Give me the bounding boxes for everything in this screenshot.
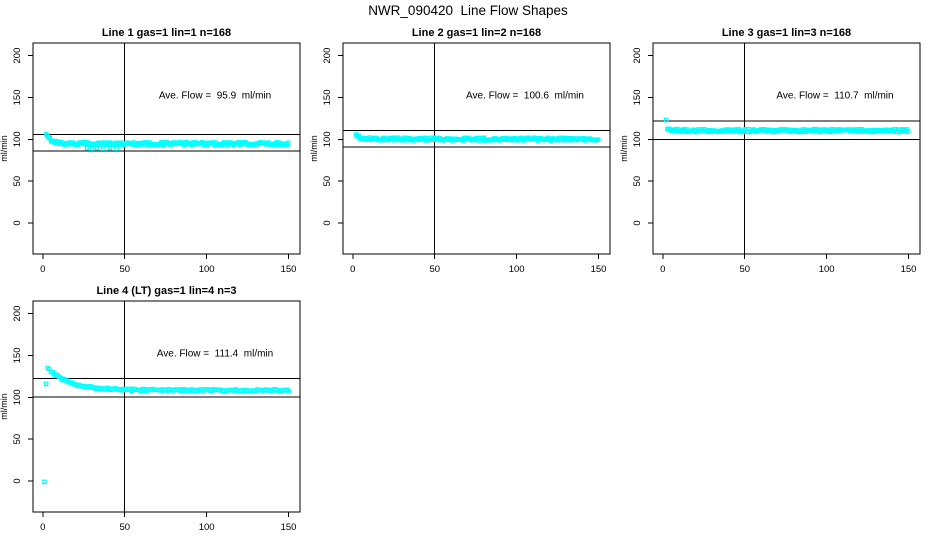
ave-flow-annotation-line-1: Ave. Flow = 95.9 ml/min xyxy=(158,90,272,102)
ave-flow-annotation-line-3: Ave. Flow = 110.7 ml/min xyxy=(776,90,894,102)
plot-box xyxy=(652,42,921,255)
y-tick-label: 150 xyxy=(12,347,23,363)
x-tick-label: 100 xyxy=(509,264,525,275)
data-point xyxy=(89,146,95,151)
plot-line-1: 0 50 100 150 0 50 100 150 200 ml/min xyxy=(0,42,301,275)
panel-line-2: Line 2 gas=1 lin=2 n=168 0 50 100 150 0 50 100… xyxy=(310,27,622,285)
y-tick-label: 200 xyxy=(12,48,23,64)
panel-line-4: Line 4 (LT) gas=1 lin=4 n=3 0 50 100 150 0 50… xyxy=(0,285,312,543)
y-tick-label: 150 xyxy=(322,89,333,105)
y-axis-label: ml/min xyxy=(620,135,629,162)
y-tick-label: 100 xyxy=(12,389,23,405)
plot-line-4: 0 50 100 150 0 50 100 150 200 ml/min xyxy=(0,300,301,533)
panel-title-line-4: Line 4 (LT) gas=1 lin=4 n=3 xyxy=(96,285,237,297)
y-axis-label: ml/min xyxy=(0,135,9,162)
y-tick-label: 100 xyxy=(632,131,643,147)
y-tick-label: 50 xyxy=(12,176,23,187)
data-point xyxy=(42,479,47,485)
y-tick-label: 50 xyxy=(322,176,333,187)
y-tick-label: 0 xyxy=(12,478,23,483)
plot-box xyxy=(32,300,301,513)
plot-line-2: 0 50 100 150 0 50 100 150 200 ml/min xyxy=(310,42,611,275)
data-point xyxy=(101,146,106,151)
x-tick-label: 150 xyxy=(281,522,297,533)
data-point xyxy=(114,146,119,151)
panel-title-line-3: Line 3 gas=1 lin=3 n=168 xyxy=(721,27,852,39)
x-tick-label: 100 xyxy=(199,522,215,533)
x-tick-label: 50 xyxy=(119,264,130,275)
plot-box xyxy=(32,42,301,255)
panel-title-line-2: Line 2 gas=1 lin=2 n=168 xyxy=(411,27,542,39)
y-tick-label: 200 xyxy=(322,48,333,64)
data-point xyxy=(663,117,669,123)
ave-flow-annotation-line-4: Ave. Flow = 111.4 ml/min xyxy=(156,348,274,360)
x-tick-label: 50 xyxy=(739,264,750,275)
y-tick-label: 150 xyxy=(632,89,643,105)
y-tick-label: 0 xyxy=(322,220,333,225)
y-tick-label: 200 xyxy=(12,306,23,322)
data-point xyxy=(286,388,291,394)
plot-line-3: 0 50 100 150 0 50 100 150 200 ml/min xyxy=(620,42,921,275)
x-tick-label: 0 xyxy=(350,264,355,275)
figure-title: NWR_090420 Line Flow Shapes xyxy=(368,3,568,18)
x-tick-label: 0 xyxy=(660,264,665,275)
y-tick-label: 100 xyxy=(322,131,333,147)
y-tick-label: 50 xyxy=(632,176,643,187)
y-axis-label: ml/min xyxy=(0,393,9,420)
data-point xyxy=(107,145,113,151)
ave-flow-annotation-line-2: Ave. Flow = 100.6 ml/min xyxy=(466,90,584,102)
x-tick-label: 150 xyxy=(901,264,917,275)
x-tick-label: 100 xyxy=(819,264,835,275)
panel-title-line-1: Line 1 gas=1 lin=1 n=168 xyxy=(101,27,232,39)
data-point xyxy=(595,137,601,143)
y-tick-label: 200 xyxy=(632,48,643,64)
x-tick-label: 0 xyxy=(40,522,45,533)
data-point xyxy=(84,145,90,151)
y-tick-label: 150 xyxy=(12,89,23,105)
x-tick-label: 100 xyxy=(199,264,215,275)
y-axis-label: ml/min xyxy=(310,135,319,162)
y-tick-label: 0 xyxy=(632,220,643,225)
data-point xyxy=(43,381,49,387)
x-tick-label: 0 xyxy=(40,264,45,275)
data-point xyxy=(905,129,911,134)
y-tick-label: 100 xyxy=(12,131,23,147)
x-tick-label: 50 xyxy=(119,522,130,533)
y-tick-label: 50 xyxy=(12,434,23,445)
x-tick-label: 150 xyxy=(281,264,297,275)
y-tick-label: 0 xyxy=(12,220,23,225)
panel-line-1: Line 1 gas=1 lin=1 n=168 0 50 100 150 0 50 100… xyxy=(0,27,312,285)
plot-box xyxy=(342,42,611,255)
panel-line-3: Line 3 gas=1 lin=3 n=168 0 50 100 150 0 50 100… xyxy=(620,27,932,285)
data-point xyxy=(94,145,100,151)
x-tick-label: 150 xyxy=(591,264,607,275)
x-tick-label: 50 xyxy=(429,264,440,275)
data-point xyxy=(285,140,291,146)
